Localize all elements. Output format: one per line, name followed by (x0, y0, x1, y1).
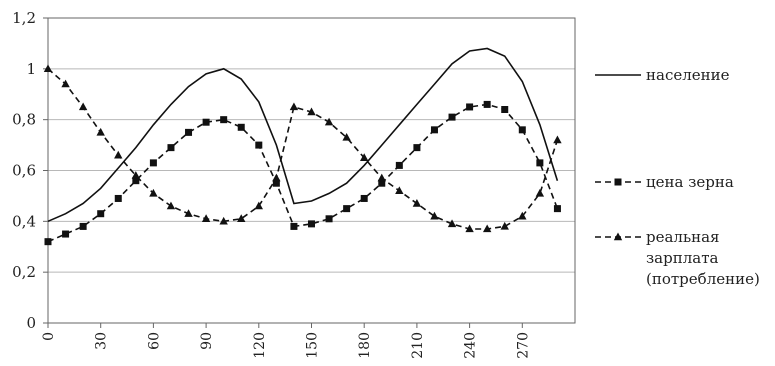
x-tick-label: 30 (94, 332, 110, 350)
data-point-square (185, 128, 193, 136)
data-point-triangle (535, 188, 545, 197)
data-point-triangle (289, 102, 299, 111)
data-point-square (448, 113, 456, 121)
data-point-square (466, 103, 474, 111)
x-axis-ticks: 0 30 60 90 120 150 180 210 240 270 (41, 323, 531, 359)
legend-label: зарплата (646, 249, 718, 267)
data-point-square (483, 100, 491, 108)
data-point-square (149, 159, 157, 167)
y-tick-label: 1,2 (12, 9, 36, 27)
legend: население цена зерна реальная зарплата (потр… (595, 66, 760, 288)
data-point-triangle (272, 173, 281, 182)
x-tick-label: 90 (199, 332, 215, 350)
data-point-triangle (114, 150, 123, 159)
data-point-triangle (342, 132, 351, 141)
data-point-triangle (553, 135, 562, 144)
data-point-triangle (201, 214, 211, 222)
data-point-square (518, 126, 526, 134)
data-point-triangle (43, 64, 53, 73)
data-point-triangle (96, 127, 105, 136)
data-point-square (413, 144, 421, 152)
series-3 (43, 64, 562, 233)
data-point-triangle (131, 171, 141, 179)
legend-item: реальная зарплата (потребление) (595, 228, 760, 288)
x-tick-label: 0 (41, 332, 57, 341)
data-point-square (360, 194, 368, 202)
x-tick-label: 60 (146, 332, 162, 350)
data-point-triangle (482, 224, 492, 233)
data-point-square (343, 205, 351, 213)
data-point-square (272, 179, 280, 187)
data-point-triangle (518, 211, 527, 220)
x-tick-label: 270 (515, 332, 531, 359)
data-point-triangle (412, 199, 422, 207)
data-point-square (308, 220, 315, 228)
data-point-square (220, 116, 228, 124)
data-point-square (501, 106, 509, 113)
y-axis-ticks: 0 0,2 0,4 0,6 0,8 1 1,2 (12, 9, 48, 332)
data-point-square (62, 230, 70, 238)
data-point-triangle (613, 232, 623, 241)
data-point-square (132, 177, 140, 185)
series-1 (47, 47, 559, 223)
x-tick-label: 150 (305, 332, 321, 359)
data-point-triangle (430, 211, 439, 220)
data-point-square (536, 159, 544, 167)
legend-label: реальная (646, 228, 720, 246)
data-point-square (202, 118, 210, 126)
data-point-square (614, 178, 622, 186)
data-point-triangle (61, 79, 70, 88)
y-tick-label: 0,4 (12, 212, 36, 230)
series-line (47, 47, 559, 223)
data-point-triangle (465, 224, 474, 233)
x-tick-label: 120 (252, 332, 268, 359)
data-point-triangle (324, 117, 334, 126)
data-point-triangle (377, 173, 386, 182)
data-point-square (44, 238, 52, 246)
series-line (47, 68, 559, 230)
data-point-triangle (237, 214, 246, 222)
legend-label: цена зерна (646, 173, 734, 191)
data-point-triangle (395, 186, 404, 195)
data-point-square (237, 123, 245, 131)
legend-label: (потребление) (646, 270, 760, 288)
data-point-triangle (184, 209, 193, 217)
data-point-triangle (500, 221, 509, 230)
data-point-square (97, 210, 105, 218)
x-tick-label: 210 (410, 332, 426, 359)
data-point-triangle (254, 201, 263, 210)
series-2 (44, 100, 561, 246)
data-point-square (79, 222, 87, 230)
x-tick-label: 180 (357, 332, 373, 359)
data-point-square (395, 161, 403, 169)
data-point-square (290, 222, 298, 230)
data-point-square (167, 144, 175, 152)
y-tick-label: 0,6 (12, 162, 36, 180)
data-point-triangle (447, 219, 457, 228)
data-point-square (114, 194, 122, 202)
series-layer (43, 47, 562, 246)
data-point-triangle (149, 188, 158, 197)
data-point-square (430, 126, 438, 134)
data-point-triangle (360, 153, 369, 161)
y-tick-label: 1 (26, 60, 36, 78)
legend-label: население (646, 66, 730, 84)
data-point-triangle (307, 107, 316, 116)
data-point-square (255, 141, 263, 149)
data-point-square (378, 179, 386, 187)
legend-item: цена зерна (595, 173, 734, 191)
y-tick-label: 0 (26, 314, 36, 332)
y-tick-label: 0,8 (12, 111, 36, 129)
data-point-square (553, 205, 561, 213)
data-point-square (325, 215, 333, 223)
data-point-triangle (166, 201, 176, 210)
y-tick-label: 0,2 (12, 263, 36, 281)
data-point-triangle (219, 216, 228, 225)
x-tick-label: 240 (463, 332, 479, 359)
data-point-triangle (78, 102, 88, 111)
legend-item: население (595, 66, 730, 84)
gridlines (48, 17, 575, 273)
